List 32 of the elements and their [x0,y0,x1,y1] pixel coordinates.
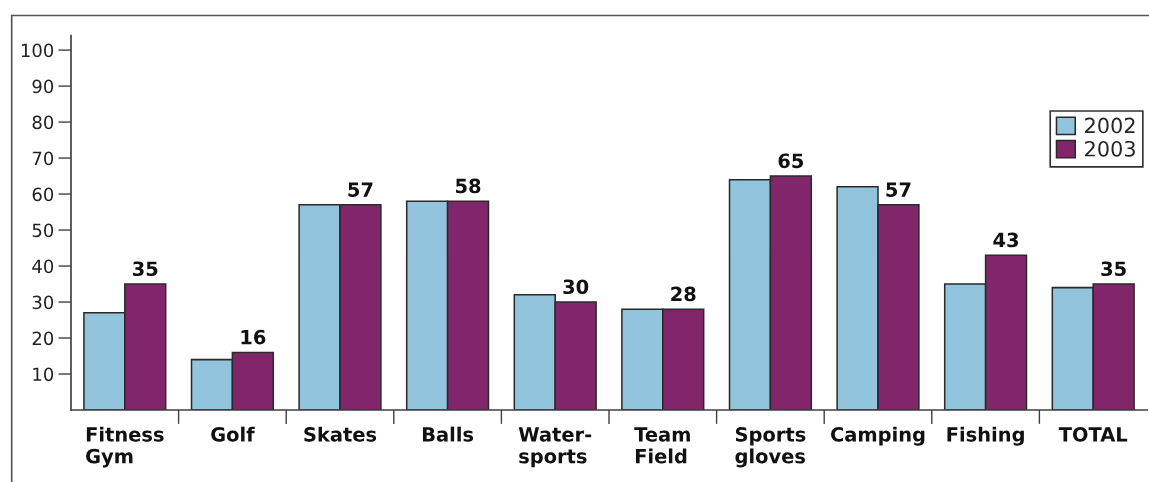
legend-label: 2003 [1085,140,1135,157]
x-tick-label: Golf [211,426,255,442]
y-tick-label: 80 [32,115,54,130]
x-tick-label: Fitness Gym [86,426,164,468]
data-label: 35 [133,261,158,277]
y-tick-label: 50 [32,223,54,238]
y-tick-label: 90 [32,79,54,94]
data-label: 57 [886,182,911,197]
x-tick-label: Sports gloves [735,427,806,468]
data-label: 30 [563,279,589,295]
data-label: 58 [456,178,481,194]
legend-label: 2002 [1085,117,1135,134]
data-label: 43 [993,232,1019,248]
data-label: 28 [671,286,696,302]
y-tick-label: 10 [33,367,54,382]
y-tick-label: 20 [32,331,54,346]
data-label: 16 [241,329,266,345]
y-tick-label: 60 [32,187,54,202]
x-tick-label: Water- sports [518,427,592,468]
data-label: 35 [1101,261,1126,277]
x-tick-label: Balls [422,426,474,442]
y-tick-label: 100 [21,43,54,58]
data-label: 65 [778,153,804,169]
x-tick-label: TOTAL [1058,427,1128,442]
x-tick-label: Team Field [634,427,690,464]
y-tick-label: 30 [32,295,54,310]
y-tick-label: 70 [32,151,54,166]
x-tick-label: Skates [304,426,377,442]
data-label: 57 [348,182,373,197]
x-tick-label: Fishing [947,426,1024,446]
y-tick-label: 40 [32,259,54,274]
x-tick-label: Camping [830,426,925,446]
